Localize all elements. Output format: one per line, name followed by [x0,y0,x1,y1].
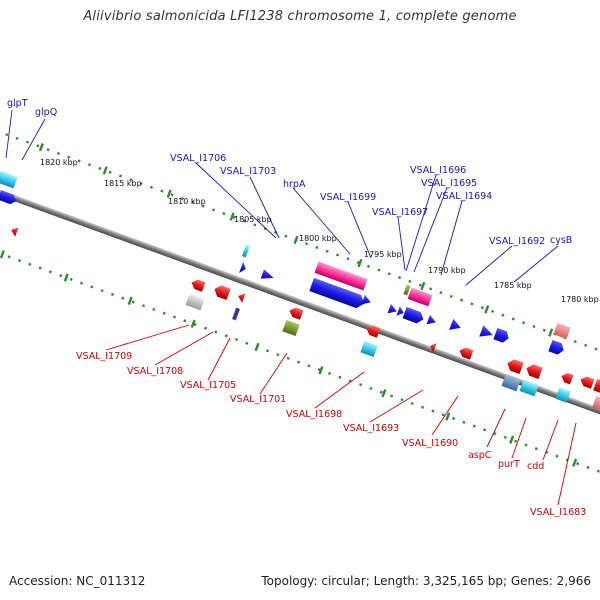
feature-trna-purT [519,379,539,397]
scale-label-1780: 1780 kbp [561,295,599,304]
feature-rev-1705b [232,307,240,321]
feature-gene-1703 [260,269,274,279]
feature-rev-1709 [191,279,206,292]
scale-label-1800: 1800 kbp [299,234,337,243]
feature-gene-1694 [426,314,436,325]
scale-label-1805: 1805 kbp [234,215,272,224]
scale-label-1795: 1795 kbp [364,250,402,259]
gene-label-VSAL_I1693: VSAL_I1693 [343,423,399,434]
feature-rev-aspC [507,359,524,375]
gene-label-VSAL_I1697: VSAL_I1697 [372,207,428,218]
gene-label-VSAL_I1696: VSAL_I1696 [410,165,466,176]
gene-label-VSAL_I1692: VSAL_I1692 [489,236,545,247]
feature-trna-far-left [0,170,18,189]
scale-label-1820: 1820 kbp [40,158,78,167]
forward-gene-labels: glpT glpQ VSAL_I1706 VSAL_I1703 hrpA VSA… [7,98,572,247]
feature-trna-cdd [555,387,571,403]
feature-gene-glpT [0,190,17,205]
feature-grey-1709 [185,293,205,311]
feature-salmon-cysB [553,322,571,340]
feature-trna-1698 [360,340,378,358]
scale-labels: 1820 kbp 1815 kbp 1810 kbp 1805 kbp 1800… [40,158,599,304]
feature-gene-1692c [493,327,509,343]
feature-rev-1708 [214,285,231,301]
gene-label-VSAL_I1683: VSAL_I1683 [530,507,586,518]
feature-rev-1693 [430,342,437,353]
gene-label-VSAL_I1708: VSAL_I1708 [127,366,183,377]
map-title: Aliivibrio salmonicida LFI1238 chromosom… [83,9,517,24]
accession-text: Accession: NC_011312 [9,574,146,588]
feature-rev-left-small [11,227,19,237]
gene-label-VSAL_I1699: VSAL_I1699 [320,192,376,203]
feature-gene-1692a [449,318,461,330]
feature-gene-1695 [402,306,424,324]
genome-summary-text: Topology: circular; Length: 3,325,165 bp… [261,574,591,588]
scale-track-upper [0,110,600,387]
gene-label-VSAL_I1703: VSAL_I1703 [220,166,276,177]
feature-gene-1699 [361,294,371,305]
scale-ticks-lower [0,250,578,467]
gene-label-VSAL_I1694: VSAL_I1694 [436,191,492,202]
scale-label-1790: 1790 kbp [428,266,466,275]
gene-label-VSAL_I1706: VSAL_I1706 [170,153,226,164]
feature-olive-1701 [282,319,300,337]
scale-ticks-upper [38,143,554,337]
forward-leader-lines [5,109,559,286]
gene-label-glpQ: glpQ [35,107,57,118]
feature-pink-edge [592,395,600,411]
reverse-strand-features [11,227,600,411]
feature-gene-1697 [387,303,397,314]
gene-label-VSAL_I1709: VSAL_I1709 [76,351,132,362]
feature-trna-1706 [242,244,250,258]
gene-label-VSAL_I1695: VSAL_I1695 [421,178,477,189]
feature-gene-cysB [548,339,564,355]
feature-rev-1701 [289,307,304,320]
gene-label-aspC: aspC [468,450,492,461]
gene-label-cysB: cysB [550,235,572,246]
feature-gene-1696 [396,306,404,316]
chromosome-backbone [0,162,600,442]
scale-label-1815: 1815 kbp [104,179,142,188]
feature-rrna-hrpA [314,261,368,291]
gene-label-VSAL_I1705: VSAL_I1705 [180,380,236,391]
gene-label-VSAL_I1698: VSAL_I1698 [286,409,342,420]
feature-gene-1692b [479,325,493,337]
reverse-gene-labels: VSAL_I1709 VSAL_I1708 VSAL_I1705 VSAL_I1… [76,351,586,518]
feature-gene-hrpA [309,277,365,309]
scale-label-1785: 1785 kbp [494,281,532,290]
gene-label-hrpA: hrpA [283,179,306,190]
gene-label-VSAL_I1701: VSAL_I1701 [230,394,286,405]
feature-rev-cdd [561,372,574,385]
scale-track-lower [0,217,600,494]
feature-misc-1697 [403,284,411,296]
gene-label-VSAL_I1690: VSAL_I1690 [402,438,458,449]
gene-label-purT: purT [498,459,520,470]
feature-rrna-1696 [407,287,433,307]
feature-rev-purT [526,364,543,380]
feature-rev-1705a [238,293,246,303]
feature-rev-1690 [459,347,474,360]
feature-rev-1683 [580,376,595,389]
feature-rev-edge-a [593,378,600,394]
scale-label-1810: 1810 kbp [168,197,206,206]
feature-gene-1706 [239,261,246,273]
feature-steel-aspC [501,374,521,392]
reverse-leader-lines [105,324,577,506]
gene-label-glpT: glpT [7,98,28,109]
gene-label-cdd: cdd [527,461,544,472]
feature-rev-1698 [366,325,381,338]
forward-strand-features [0,170,571,355]
